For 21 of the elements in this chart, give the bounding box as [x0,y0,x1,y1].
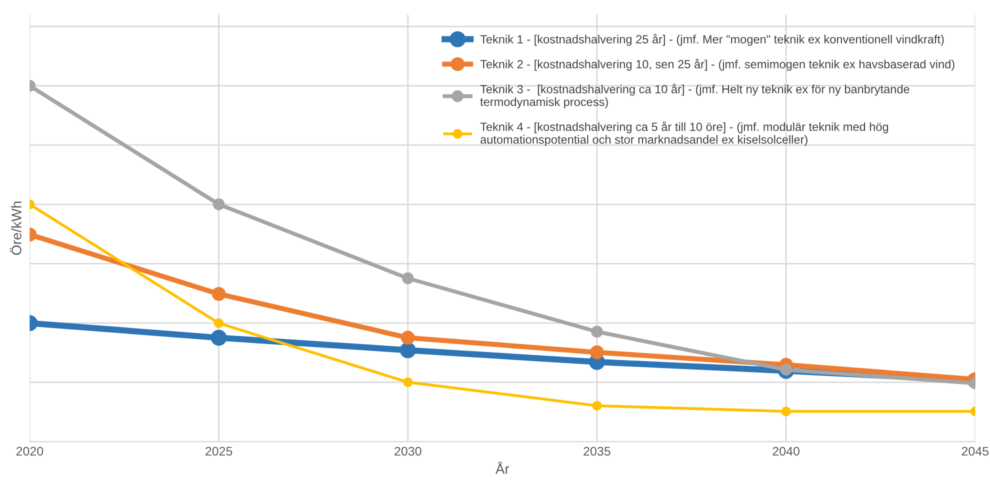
legend-label: Teknik 2 - [kostnadshalvering 10, sen 25 år] - (jmf. semimogen teknik ex havsbaserad vind) [480,58,954,71]
x-tick-label: 2025 [206,446,232,456]
y-axis-title: Öre/kWh [10,202,22,255]
point [590,345,604,360]
point [592,400,602,411]
point [402,272,414,284]
point [781,406,791,416]
x-tick-label: 2035 [584,446,610,456]
x-tick-label: 2020 [16,446,44,456]
legend-label: Teknik 3 - [kostnadshalvering ca 10 år] - (jmf. Helt ny teknik ex för ny banbrytande termodynamisk process) [480,84,910,108]
point [400,342,416,358]
point [403,377,413,388]
x-tick-label: 2045 [962,446,989,456]
point [400,330,415,345]
x-axis-title: År [496,462,510,474]
x-tick-label: 2030 [394,446,422,456]
legend-label: Teknik 4 - [kostnadshalvering ca 5 år till 10 öre] - (jmf. modulär teknik med hög automationspotential och stor marknadsandel ex kiselsolceller) [480,121,888,146]
point [591,326,603,338]
legend-label: Teknik 1 - [kostnadshalvering 25 år] - (jmf. Mer "mogen" teknik ex konventionell vindkraft) [480,34,944,46]
x-tick-label: 2040 [772,446,800,456]
point [780,364,792,376]
